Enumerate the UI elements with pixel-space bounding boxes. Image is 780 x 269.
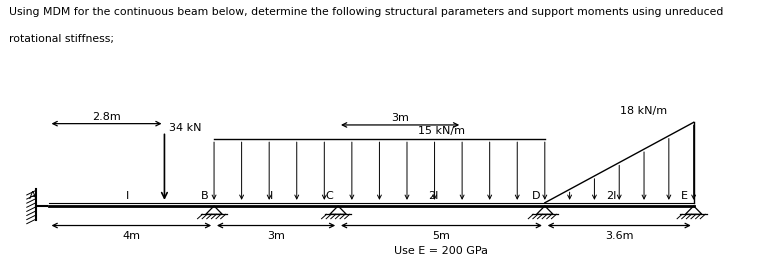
Text: rotational stiffness;: rotational stiffness; bbox=[9, 34, 115, 44]
Text: 2.8m: 2.8m bbox=[92, 112, 121, 122]
Text: 18 kN/m: 18 kN/m bbox=[620, 106, 668, 116]
Text: 3.6m: 3.6m bbox=[605, 231, 633, 241]
Text: I: I bbox=[271, 191, 274, 201]
Text: 15 kN/m: 15 kN/m bbox=[418, 126, 465, 136]
Text: Using MDM for the continuous beam below, determine the following structural para: Using MDM for the continuous beam below,… bbox=[9, 7, 724, 17]
Text: 34 kN: 34 kN bbox=[169, 123, 202, 133]
Text: 3m: 3m bbox=[391, 113, 409, 123]
Text: 2I: 2I bbox=[606, 191, 616, 201]
Text: C: C bbox=[325, 191, 333, 201]
Text: D: D bbox=[531, 191, 540, 201]
Text: 2I: 2I bbox=[428, 191, 438, 201]
Text: 3m: 3m bbox=[267, 231, 285, 241]
Text: B: B bbox=[201, 191, 209, 201]
Text: A: A bbox=[29, 191, 37, 201]
Text: I: I bbox=[126, 191, 129, 201]
Text: 4m: 4m bbox=[122, 231, 140, 241]
Text: Use E = 200 GPa: Use E = 200 GPa bbox=[395, 246, 488, 256]
Text: 5m: 5m bbox=[432, 231, 450, 241]
Text: E: E bbox=[681, 191, 688, 201]
